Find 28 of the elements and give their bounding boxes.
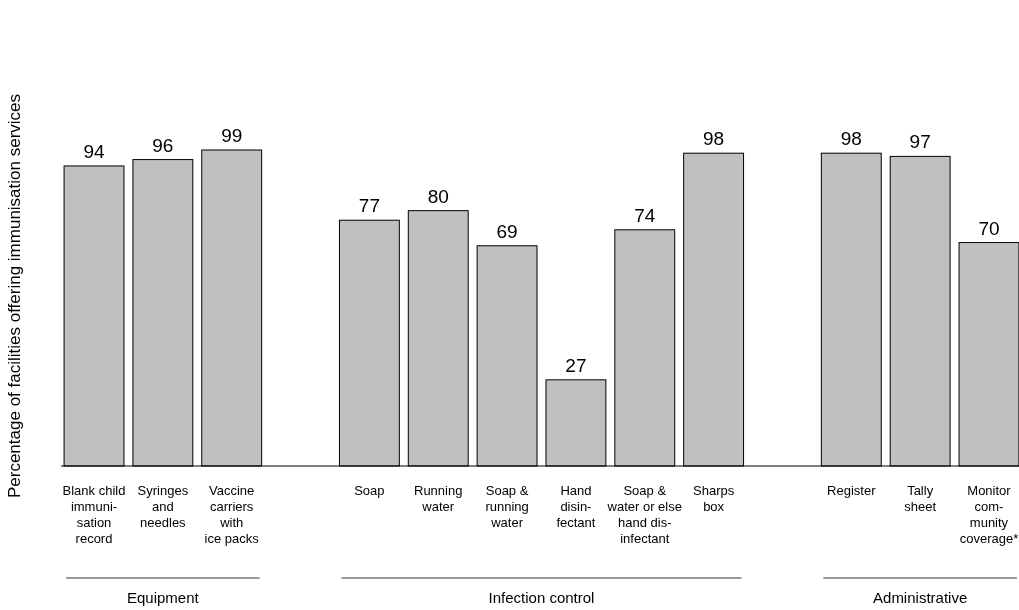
- x-tick-label: Sharps box: [693, 483, 735, 514]
- x-tick-label: Register: [827, 483, 877, 498]
- x-tick-label: Blank child immuni- sation record: [62, 483, 126, 546]
- x-tick-label: Soap & running water: [485, 483, 529, 530]
- data-label: 80: [427, 185, 449, 207]
- x-tick-label: Hand disin- fectant: [556, 483, 596, 530]
- text: Administrative: [873, 589, 968, 606]
- y-axis-title: Percentage of facilities offering immunisation services: [5, 93, 24, 499]
- data-label: 98: [703, 128, 725, 150]
- data-label: 96: [152, 134, 174, 156]
- x-tick-label: Monitor com- munity coverage*: [959, 483, 1019, 546]
- data-label: 70: [978, 217, 1000, 239]
- data-label: 99: [221, 125, 243, 146]
- x-tick-label: Running water: [414, 483, 463, 514]
- x-tick-label: Tally sheet: [904, 483, 937, 514]
- x-tick-label: Vaccine carriers with ice packs: [204, 483, 260, 546]
- x-tick-label: Soap: [354, 483, 385, 498]
- x-tick-label: Syringes and needles: [137, 483, 189, 530]
- text: Infection control: [488, 589, 595, 606]
- data-label: 74: [634, 204, 656, 226]
- data-label: 97: [909, 131, 931, 153]
- data-label: 98: [840, 128, 862, 150]
- data-label: 69: [496, 220, 518, 242]
- x-tick-label: Soap & water or else hand dis- infectant: [606, 483, 682, 546]
- data-label: 77: [358, 195, 380, 217]
- data-label: 94: [83, 140, 106, 162]
- data-label: 27: [565, 354, 587, 376]
- text: Equipment: [127, 589, 200, 606]
